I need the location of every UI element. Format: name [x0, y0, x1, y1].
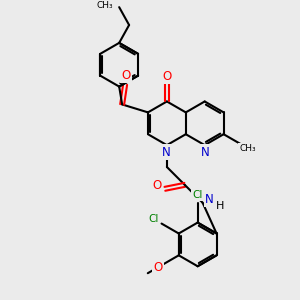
Text: Cl: Cl: [193, 190, 203, 200]
Text: O: O: [162, 70, 172, 83]
Text: O: O: [154, 261, 163, 274]
Text: O: O: [122, 69, 131, 82]
Text: CH₃: CH₃: [239, 144, 256, 153]
Text: N: N: [205, 193, 214, 206]
Text: N: N: [161, 146, 170, 159]
Text: N: N: [201, 146, 210, 159]
Text: CH₃: CH₃: [97, 1, 114, 10]
Text: Cl: Cl: [148, 214, 159, 224]
Text: H: H: [216, 201, 225, 211]
Text: O: O: [152, 179, 162, 192]
